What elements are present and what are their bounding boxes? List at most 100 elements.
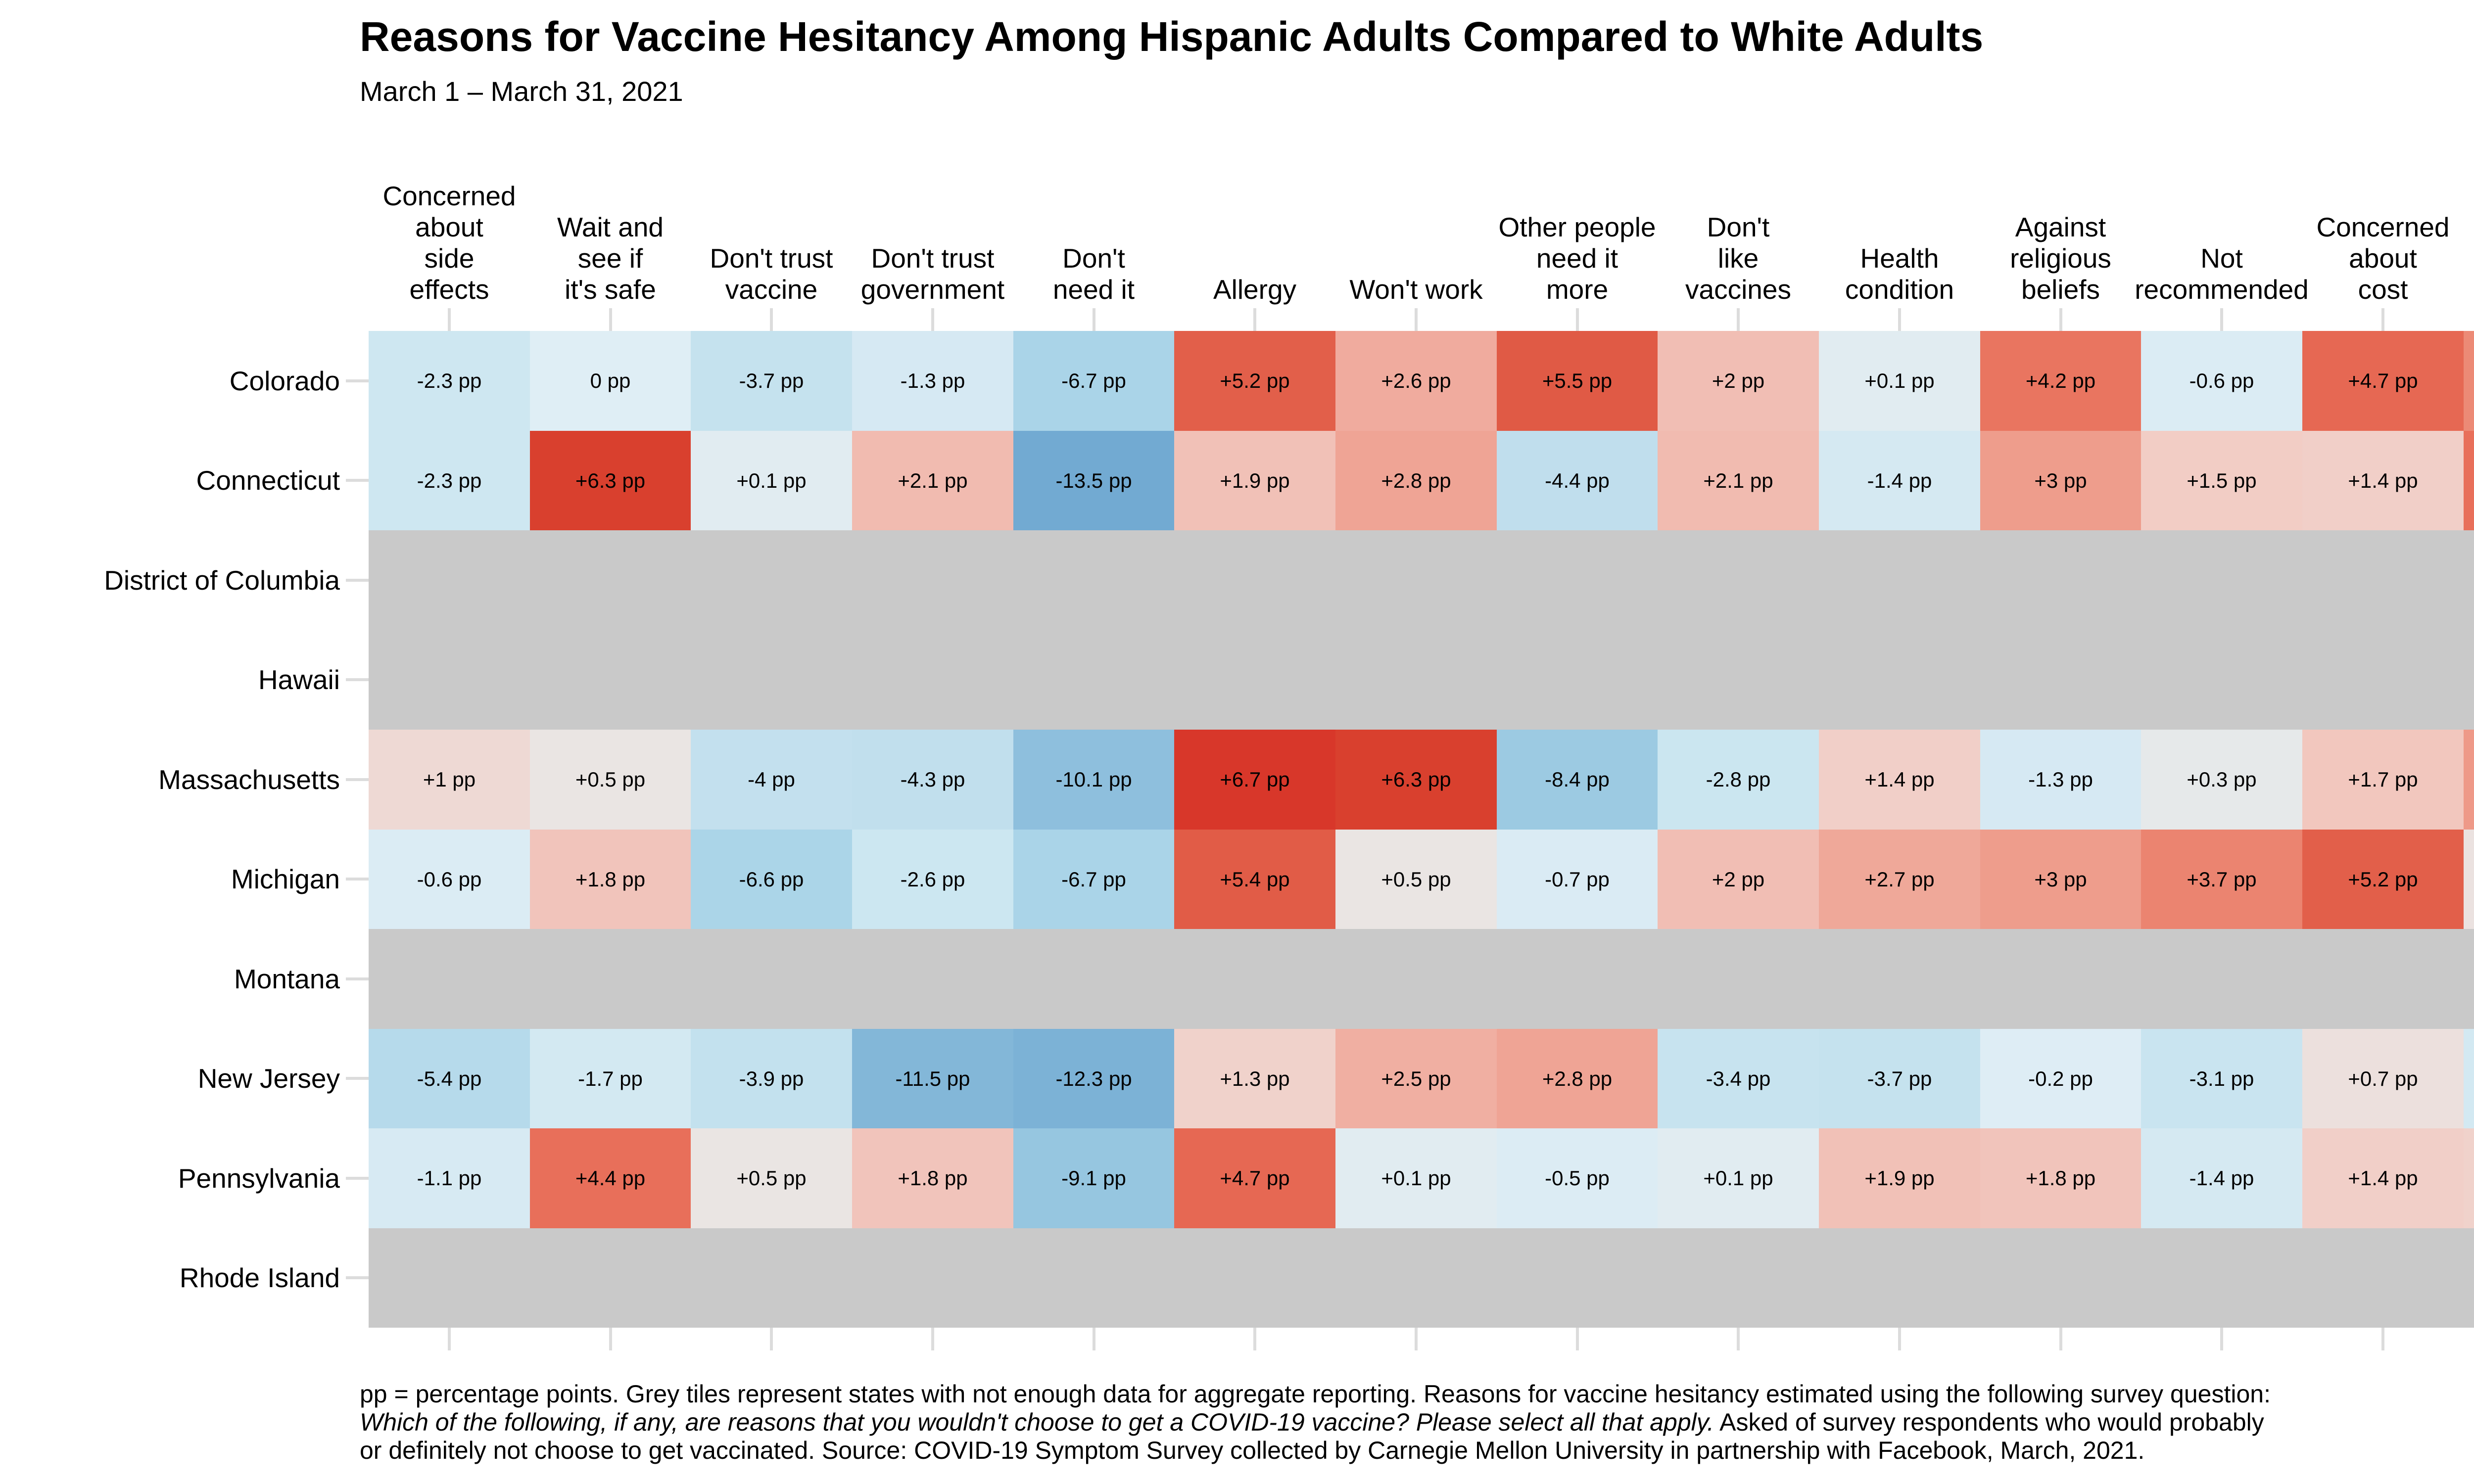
axis-tick xyxy=(2220,1328,2223,1350)
row-label: Massachusetts xyxy=(158,764,340,795)
footnote-text: or definitely not choose to get vaccinat… xyxy=(360,1437,2145,1464)
footnote-line: pp = percentage points. Grey tiles repre… xyxy=(360,1380,2271,1408)
cell-value: -9.1 pp xyxy=(1061,1166,1126,1190)
heatmap-cell: +3.5 pp xyxy=(2464,331,2474,431)
heatmap-cell: +5.4 pp xyxy=(1174,830,1335,929)
heatmap-cell xyxy=(1174,1228,1335,1328)
heatmap-cell xyxy=(1658,1228,1819,1328)
heatmap-cell xyxy=(1658,630,1819,730)
heatmap-cell xyxy=(1980,1228,2141,1328)
axis-tick xyxy=(2381,308,2384,331)
heatmap-cell xyxy=(2141,1228,2302,1328)
heatmap-cell: +1.9 pp xyxy=(1819,1128,1980,1228)
axis-tick xyxy=(346,878,369,881)
heatmap-cell xyxy=(2141,630,2302,730)
cell-value: +0.7 pp xyxy=(2348,1067,2418,1090)
cell-value: -1.3 pp xyxy=(900,369,965,392)
cell-value: +1.8 pp xyxy=(575,867,646,891)
column-header: Wait and see if it's safe xyxy=(557,212,664,305)
heatmap-cell xyxy=(1335,630,1497,730)
cell-value: +2 pp xyxy=(1712,867,1765,891)
column-header: Don't trust vaccine xyxy=(710,243,833,305)
heatmap-cell xyxy=(1658,530,1819,630)
axis-tick xyxy=(346,579,369,582)
heatmap-cell: -0.2 pp xyxy=(1980,1029,2141,1128)
heatmap-cell xyxy=(2141,530,2302,630)
heatmap-cell xyxy=(2302,530,2464,630)
cell-value: -3.4 pp xyxy=(1706,1067,1771,1090)
heatmap-cell: +0.7 pp xyxy=(2302,1029,2464,1128)
cell-value: +0.1 pp xyxy=(1703,1166,1773,1190)
heatmap-cell xyxy=(852,929,1013,1029)
cell-value: -3.7 pp xyxy=(739,369,804,392)
heatmap-cell: -13.5 pp xyxy=(1013,431,1174,530)
column-header: Pregnancy xyxy=(2434,274,2474,305)
axis-tick xyxy=(1576,1328,1579,1350)
cell-value: +0.5 pp xyxy=(575,768,646,791)
heatmap-cell: +0.5 pp xyxy=(530,730,691,830)
cell-value: -6.7 pp xyxy=(1061,867,1126,891)
axis-tick xyxy=(448,1328,451,1350)
heatmap-cell: +0.1 pp xyxy=(1819,331,1980,431)
axis-tick xyxy=(346,1077,369,1080)
heatmap-cell xyxy=(2464,630,2474,730)
cell-value: +2.6 pp xyxy=(1381,369,1451,392)
heatmap-cell: +6.3 pp xyxy=(530,431,691,530)
heatmap-cell: -3.7 pp xyxy=(1819,1029,1980,1128)
cell-value: -8.4 pp xyxy=(1545,768,1610,791)
heatmap-cell: +2.5 pp xyxy=(1335,1029,1497,1128)
heatmap-cell: +2 pp xyxy=(1658,830,1819,929)
cell-value: +1.9 pp xyxy=(1220,468,1290,492)
cell-value: -0.6 pp xyxy=(417,867,482,891)
column-header: Won't work xyxy=(1349,274,1483,305)
cell-value: -2.8 pp xyxy=(1706,768,1771,791)
heatmap-cell xyxy=(1174,929,1335,1029)
heatmap-cell: +1.8 pp xyxy=(1980,1128,2141,1228)
axis-tick xyxy=(1093,1328,1095,1350)
heatmap-cell: -6.6 pp xyxy=(691,830,852,929)
footnote-line: Which of the following, if any, are reas… xyxy=(360,1408,2264,1437)
heatmap-cell: +5.2 pp xyxy=(2302,830,2464,929)
cell-value: +1.4 pp xyxy=(2348,1166,2418,1190)
cell-value: +4.2 pp xyxy=(2025,369,2096,392)
axis-tick xyxy=(931,1328,934,1350)
heatmap-cell: -8.4 pp xyxy=(1497,730,1658,830)
heatmap-cell xyxy=(1980,929,2141,1029)
cell-value: -13.5 pp xyxy=(1055,468,1132,492)
cell-value: -1.3 pp xyxy=(2028,768,2093,791)
cell-value: -1.4 pp xyxy=(1867,468,1932,492)
cell-value: +0.5 pp xyxy=(1381,867,1451,891)
heatmap-cell: -2.3 pp xyxy=(369,431,530,530)
cell-value: +0.5 pp xyxy=(736,1166,807,1190)
heatmap-cell: +1.4 pp xyxy=(2302,1128,2464,1228)
cell-value: +0.1 pp xyxy=(736,468,807,492)
heatmap-cell xyxy=(691,630,852,730)
axis-tick xyxy=(346,977,369,980)
heatmap-cell: +1.4 pp xyxy=(2302,431,2464,530)
heatmap-cell: -3.4 pp xyxy=(1658,1029,1819,1128)
row-label: Pennsylvania xyxy=(178,1162,340,1194)
heatmap-cell: -1.7 pp xyxy=(2464,1029,2474,1128)
axis-tick xyxy=(2381,1328,2384,1350)
heatmap-cell: +2.7 pp xyxy=(1819,830,1980,929)
axis-tick xyxy=(346,1177,369,1180)
heatmap-cell: +0.6 pp xyxy=(2464,830,2474,929)
axis-tick xyxy=(346,778,369,781)
heatmap-cell: +6.3 pp xyxy=(1335,730,1497,830)
axis-tick xyxy=(1415,308,1418,331)
cell-value: +6.3 pp xyxy=(575,468,646,492)
cell-value: +0.1 pp xyxy=(1864,369,1935,392)
heatmap-cell: -5.4 pp xyxy=(369,1029,530,1128)
heatmap-cell: +1.3 pp xyxy=(1174,1029,1335,1128)
heatmap-cell xyxy=(1174,530,1335,630)
heatmap-cell: -4 pp xyxy=(691,730,852,830)
column-header: Don't need it xyxy=(1052,243,1135,305)
heatmap-cell: -11.5 pp xyxy=(852,1029,1013,1128)
cell-value: +6.3 pp xyxy=(1381,768,1451,791)
heatmap-cell: +1.8 pp xyxy=(530,830,691,929)
heatmap-cell: +1.3 pp xyxy=(2464,1128,2474,1228)
heatmap-cell xyxy=(1497,1228,1658,1328)
heatmap-cell: +4.2 pp xyxy=(1980,331,2141,431)
heatmap-cell: -1.4 pp xyxy=(2141,1128,2302,1228)
heatmap-panel: -2.3 pp 0 pp -3.7 pp -1.3 pp -6.7 pp +5.2 pp +… xyxy=(369,331,2474,1328)
